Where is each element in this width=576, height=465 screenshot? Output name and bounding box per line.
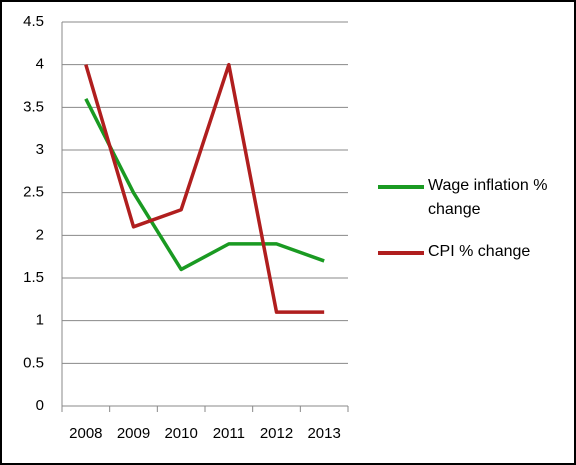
x-tick-label: 2008 xyxy=(69,425,102,442)
y-tick-label: 1.5 xyxy=(23,269,44,286)
legend-item: Wage inflation % change xyxy=(374,174,558,222)
y-tick-label: 2 xyxy=(36,226,44,243)
legend-swatch xyxy=(378,185,424,189)
y-tick-label: 0 xyxy=(36,397,44,414)
legend-swatch xyxy=(378,251,424,255)
series-line xyxy=(84,62,325,314)
y-tick-label: 2.5 xyxy=(23,184,44,201)
y-tick-label: 4 xyxy=(36,56,44,73)
y-tick-label: 0.5 xyxy=(23,354,44,371)
y-tick-label: 4.5 xyxy=(23,13,44,30)
x-tick-label: 2010 xyxy=(164,425,197,442)
x-tick-label: 2009 xyxy=(117,425,150,442)
legend: Wage inflation % change CPI % change xyxy=(374,174,564,282)
x-tick-label: 2013 xyxy=(307,425,340,442)
legend-label: Wage inflation % change xyxy=(428,177,548,218)
y-tick-label: 1 xyxy=(36,312,44,329)
y-tick-label: 3 xyxy=(36,141,44,158)
x-tick-label: 2011 xyxy=(213,425,245,442)
x-tick-label: 2012 xyxy=(260,425,293,442)
series-line xyxy=(84,98,325,272)
legend-label: CPI % change xyxy=(428,243,531,260)
legend-item: CPI % change xyxy=(374,240,564,264)
y-tick-label: 3.5 xyxy=(23,98,44,115)
